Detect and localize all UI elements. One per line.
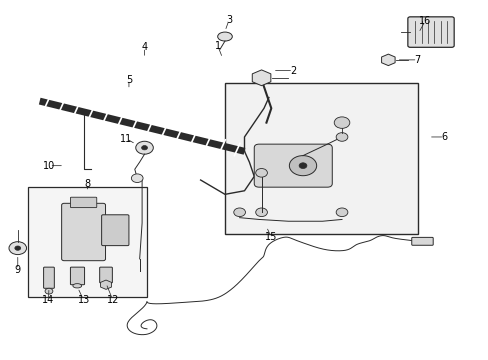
Bar (27, 187, 147, 297)
Circle shape (289, 156, 316, 176)
FancyBboxPatch shape (43, 267, 54, 288)
FancyBboxPatch shape (254, 144, 331, 187)
FancyBboxPatch shape (70, 267, 84, 285)
FancyBboxPatch shape (70, 197, 97, 208)
FancyBboxPatch shape (100, 267, 112, 283)
Circle shape (255, 168, 267, 177)
Text: 1: 1 (214, 41, 220, 50)
Text: 8: 8 (84, 179, 90, 189)
Text: 7: 7 (414, 55, 420, 65)
FancyBboxPatch shape (61, 203, 105, 261)
Text: 14: 14 (42, 295, 55, 305)
FancyBboxPatch shape (411, 237, 432, 245)
Circle shape (15, 246, 20, 250)
Circle shape (335, 208, 347, 217)
Text: 2: 2 (289, 66, 296, 76)
Text: 15: 15 (264, 232, 277, 242)
Text: 9: 9 (15, 265, 21, 275)
Text: 11: 11 (120, 134, 132, 144)
Text: 4: 4 (141, 42, 147, 52)
Text: 10: 10 (43, 161, 56, 171)
Text: 16: 16 (418, 17, 430, 27)
Bar (224, 83, 417, 234)
Text: 3: 3 (225, 15, 231, 26)
Text: 13: 13 (77, 295, 89, 305)
Circle shape (335, 133, 347, 141)
Ellipse shape (73, 284, 81, 288)
Circle shape (333, 117, 349, 129)
Ellipse shape (217, 32, 232, 41)
Circle shape (255, 208, 267, 217)
Circle shape (233, 208, 245, 217)
Circle shape (9, 242, 26, 255)
Text: 6: 6 (441, 132, 447, 142)
Circle shape (131, 174, 143, 183)
Circle shape (299, 163, 306, 168)
FancyBboxPatch shape (407, 17, 453, 47)
Text: 12: 12 (106, 295, 119, 305)
Text: 5: 5 (125, 75, 132, 85)
FancyBboxPatch shape (102, 215, 129, 246)
Circle shape (142, 145, 147, 150)
Circle shape (45, 288, 53, 294)
Circle shape (136, 141, 153, 154)
